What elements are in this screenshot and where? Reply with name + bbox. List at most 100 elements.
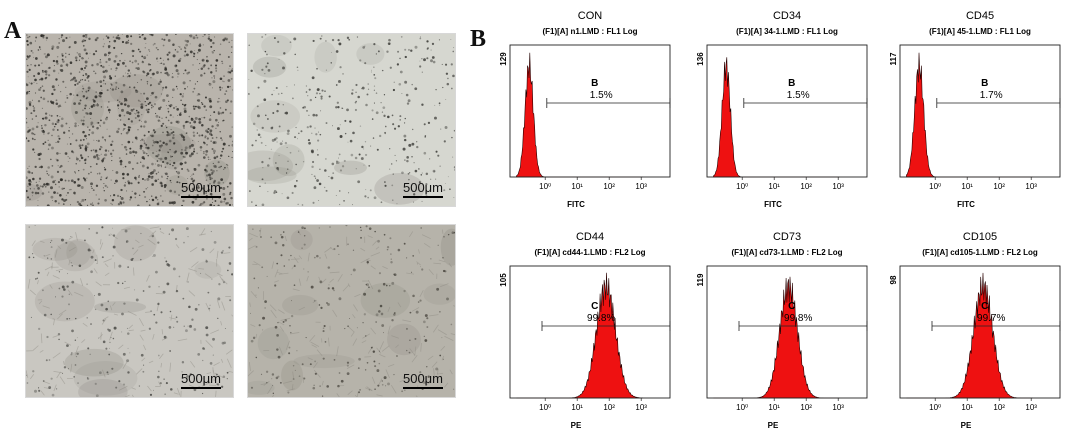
cell-cluster xyxy=(261,34,292,57)
speck xyxy=(53,125,56,128)
speck xyxy=(289,151,292,154)
speck xyxy=(88,133,90,136)
speck xyxy=(406,102,410,105)
speck xyxy=(267,164,270,167)
x-axis-label: FITC xyxy=(567,200,585,209)
speck xyxy=(51,101,55,104)
speck xyxy=(454,169,455,171)
speck xyxy=(207,34,211,36)
speck xyxy=(44,123,47,127)
speck xyxy=(96,122,99,124)
speck xyxy=(45,55,48,59)
speck xyxy=(99,124,101,127)
speck xyxy=(229,86,231,88)
spindle-cell xyxy=(221,301,226,311)
speck xyxy=(349,121,351,123)
speck xyxy=(127,126,131,129)
speck xyxy=(41,107,44,109)
speck xyxy=(196,99,199,101)
speck xyxy=(392,173,394,175)
speck xyxy=(120,90,124,94)
speck xyxy=(84,198,87,201)
speck xyxy=(39,185,42,188)
speck xyxy=(443,189,446,192)
speck xyxy=(185,132,188,134)
speck xyxy=(349,139,353,143)
speck xyxy=(408,172,411,174)
speck xyxy=(219,131,221,133)
speck xyxy=(88,129,91,131)
speck xyxy=(104,198,107,202)
speck xyxy=(107,108,111,112)
speck xyxy=(104,140,106,142)
speck xyxy=(218,166,220,168)
speck xyxy=(51,47,54,50)
speck xyxy=(130,35,133,38)
speck xyxy=(40,96,43,99)
speck xyxy=(442,86,444,89)
speck xyxy=(52,128,55,131)
chart-subtitle: (F1)[A] 45-1.LMD : FL1 Log xyxy=(929,27,1031,36)
speck xyxy=(266,53,268,56)
speck xyxy=(229,112,232,115)
speck xyxy=(106,128,108,130)
speck xyxy=(316,149,318,151)
speck xyxy=(213,164,217,168)
speck xyxy=(222,38,226,42)
speck xyxy=(438,102,441,105)
speck xyxy=(364,45,366,47)
speck xyxy=(68,53,70,56)
cell-cluster xyxy=(64,348,124,377)
speck xyxy=(120,133,123,135)
speck xyxy=(408,48,410,51)
speck xyxy=(55,141,57,144)
speck xyxy=(261,68,264,71)
speck xyxy=(33,107,36,110)
speck xyxy=(177,72,180,75)
speck xyxy=(450,87,453,90)
speck xyxy=(26,43,29,46)
speck xyxy=(32,99,33,101)
speck xyxy=(82,34,86,38)
speck xyxy=(208,97,212,101)
speck xyxy=(283,52,286,55)
speck xyxy=(117,127,120,131)
speck xyxy=(100,125,102,127)
speck xyxy=(134,74,136,76)
speck xyxy=(173,142,176,145)
speck xyxy=(135,109,138,112)
speck xyxy=(117,34,120,37)
speck xyxy=(211,51,213,53)
speck xyxy=(102,45,105,48)
speck xyxy=(197,93,200,96)
speck xyxy=(136,114,140,118)
speck xyxy=(79,139,82,142)
speck xyxy=(341,107,343,109)
speck xyxy=(375,53,377,55)
speck xyxy=(177,45,179,48)
speck xyxy=(273,189,277,193)
x-tick-label: 10¹ xyxy=(571,403,583,412)
speck xyxy=(87,126,89,128)
speck xyxy=(271,93,273,96)
speck xyxy=(37,72,40,75)
speck xyxy=(147,108,150,111)
speck xyxy=(264,182,266,184)
speck xyxy=(56,56,59,58)
speck xyxy=(210,45,213,48)
speck xyxy=(306,126,309,129)
speck xyxy=(26,55,29,58)
speck xyxy=(375,111,379,115)
speck xyxy=(143,92,146,95)
speck xyxy=(50,114,53,117)
speck xyxy=(83,48,87,52)
speck xyxy=(130,72,132,74)
speck xyxy=(174,64,178,68)
speck xyxy=(318,182,322,186)
speck xyxy=(383,94,386,96)
speck xyxy=(407,172,410,175)
spindle-cell xyxy=(228,370,233,373)
micrograph-3: 500μm xyxy=(25,224,234,398)
speck xyxy=(222,192,226,196)
speck xyxy=(150,94,152,96)
